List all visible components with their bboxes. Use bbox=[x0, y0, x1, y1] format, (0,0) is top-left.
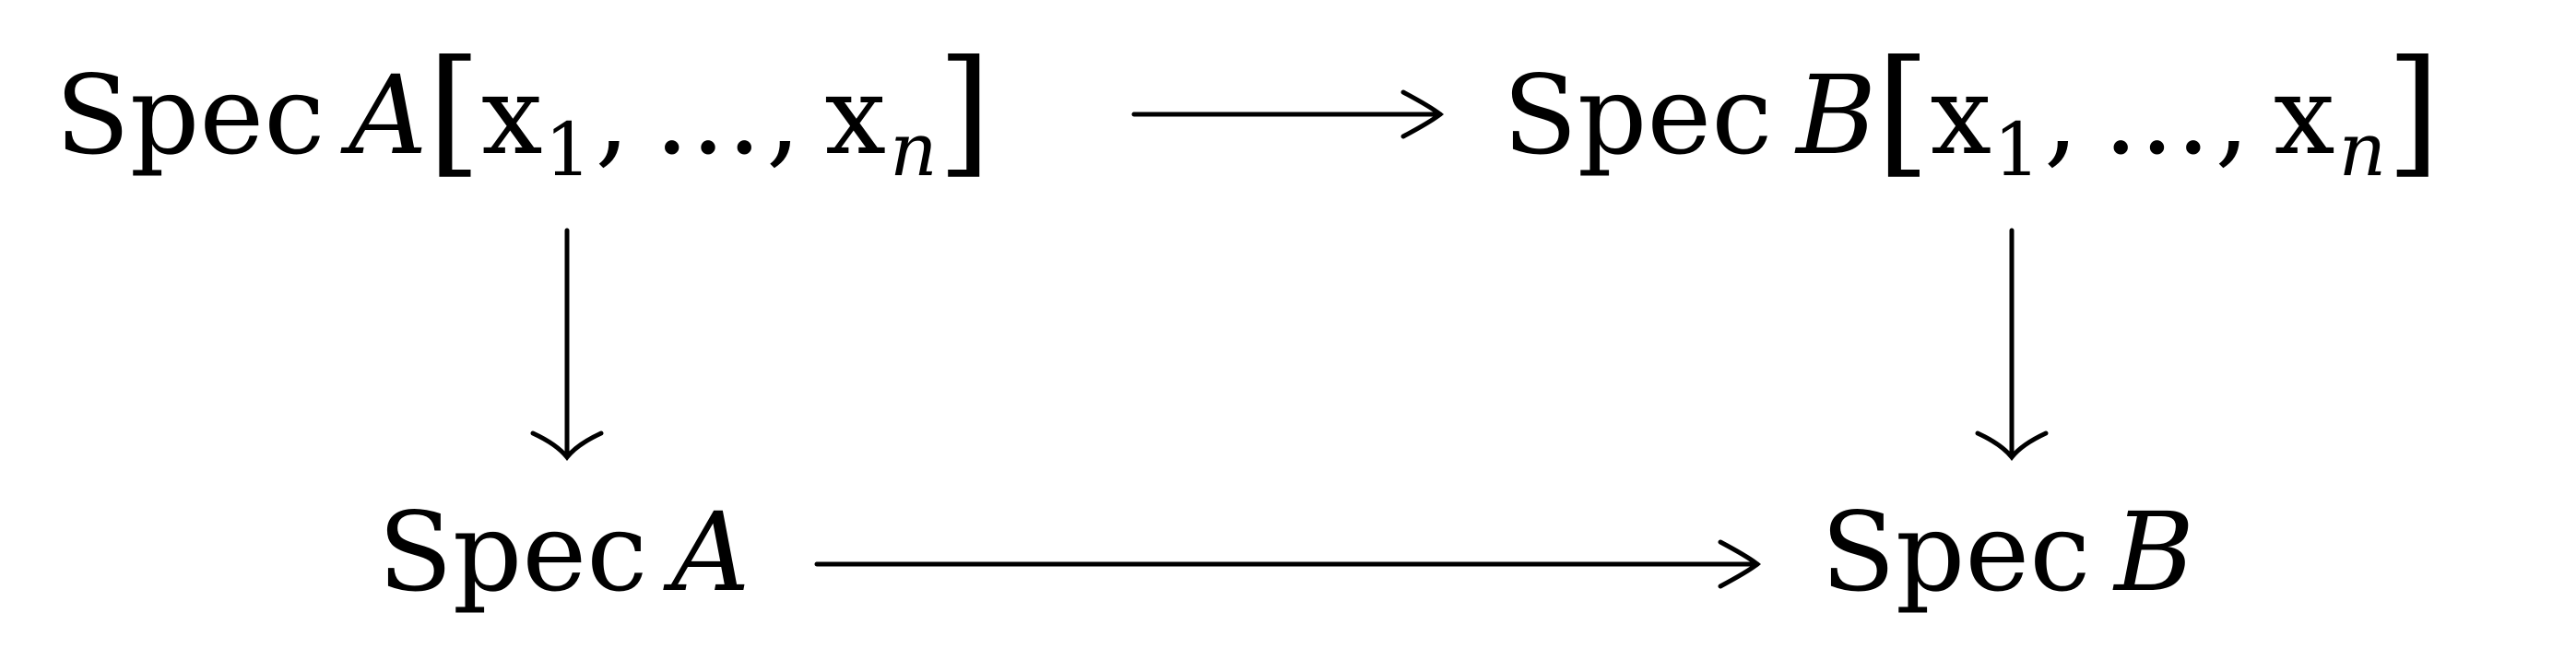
variable-x: x bbox=[481, 52, 543, 179]
node-spec-b: Spec B bbox=[1821, 498, 2194, 607]
spec-label: Spec bbox=[1503, 52, 1773, 179]
subscript-n: n bbox=[890, 107, 938, 193]
open-bracket: [ bbox=[1876, 31, 1931, 192]
open-bracket: [ bbox=[427, 31, 482, 192]
arrow-right-vertical bbox=[1975, 228, 2049, 462]
arrow-top-horizontal bbox=[1131, 89, 1445, 139]
variable-x: x bbox=[1930, 52, 1992, 179]
variable-x: x bbox=[2274, 52, 2335, 179]
comma: , bbox=[2215, 52, 2251, 179]
comma: , bbox=[2044, 52, 2079, 179]
comma: , bbox=[766, 52, 801, 179]
comma: , bbox=[595, 52, 631, 179]
close-bracket: ] bbox=[937, 31, 992, 192]
node-spec-b-polynomial: Spec B [ x 1 , … , x n ] bbox=[1503, 37, 2440, 187]
spec-label: Spec bbox=[1821, 489, 2091, 616]
ring-symbol-b: B bbox=[1796, 52, 1877, 179]
ring-symbol-a: A bbox=[349, 52, 428, 179]
ellipsis: … bbox=[2102, 52, 2212, 179]
ring-symbol-a: A bbox=[671, 489, 750, 616]
variable-x: x bbox=[824, 52, 887, 179]
close-bracket: ] bbox=[2386, 31, 2440, 192]
subscript-1: 1 bbox=[544, 107, 592, 193]
spec-label: Spec bbox=[378, 489, 648, 616]
spec-label: Spec bbox=[55, 52, 325, 179]
arrow-bottom-horizontal bbox=[814, 539, 1762, 589]
subscript-1: 1 bbox=[1993, 107, 2041, 193]
arrow-left-vertical bbox=[530, 228, 604, 462]
subscript-n: n bbox=[2338, 107, 2387, 193]
ring-symbol-b: B bbox=[2114, 489, 2195, 616]
ellipsis: … bbox=[654, 52, 763, 179]
node-spec-a-polynomial: Spec A [ x 1 , … , x n ] bbox=[55, 37, 991, 187]
node-spec-a: Spec A bbox=[378, 498, 750, 607]
